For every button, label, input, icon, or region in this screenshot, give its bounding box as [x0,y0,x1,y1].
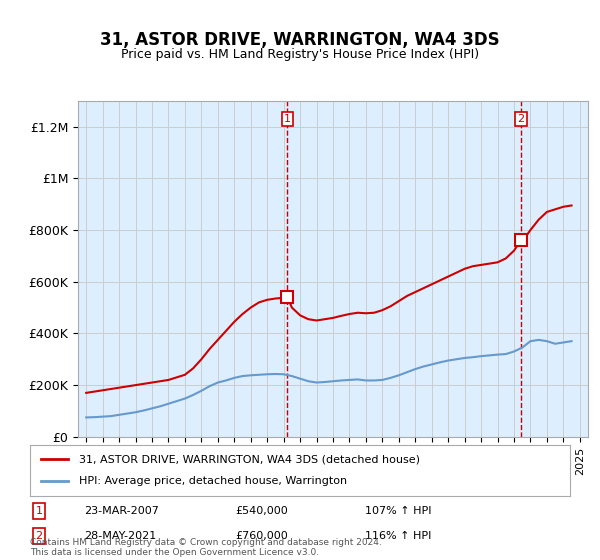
Text: 23-MAR-2007: 23-MAR-2007 [84,506,159,516]
Text: 31, ASTOR DRIVE, WARRINGTON, WA4 3DS (detached house): 31, ASTOR DRIVE, WARRINGTON, WA4 3DS (de… [79,454,419,464]
Text: 2: 2 [517,114,524,124]
Text: 31, ASTOR DRIVE, WARRINGTON, WA4 3DS: 31, ASTOR DRIVE, WARRINGTON, WA4 3DS [100,31,500,49]
Text: Contains HM Land Registry data © Crown copyright and database right 2024.
This d: Contains HM Land Registry data © Crown c… [30,538,382,557]
Text: 1: 1 [35,506,43,516]
Text: HPI: Average price, detached house, Warrington: HPI: Average price, detached house, Warr… [79,477,347,487]
Text: 1: 1 [284,114,291,124]
Text: 28-MAY-2021: 28-MAY-2021 [84,531,156,541]
Text: 116% ↑ HPI: 116% ↑ HPI [365,531,431,541]
Text: £760,000: £760,000 [235,531,288,541]
Text: Price paid vs. HM Land Registry's House Price Index (HPI): Price paid vs. HM Land Registry's House … [121,48,479,60]
Text: 2: 2 [35,531,43,541]
Text: £540,000: £540,000 [235,506,288,516]
Text: 107% ↑ HPI: 107% ↑ HPI [365,506,431,516]
